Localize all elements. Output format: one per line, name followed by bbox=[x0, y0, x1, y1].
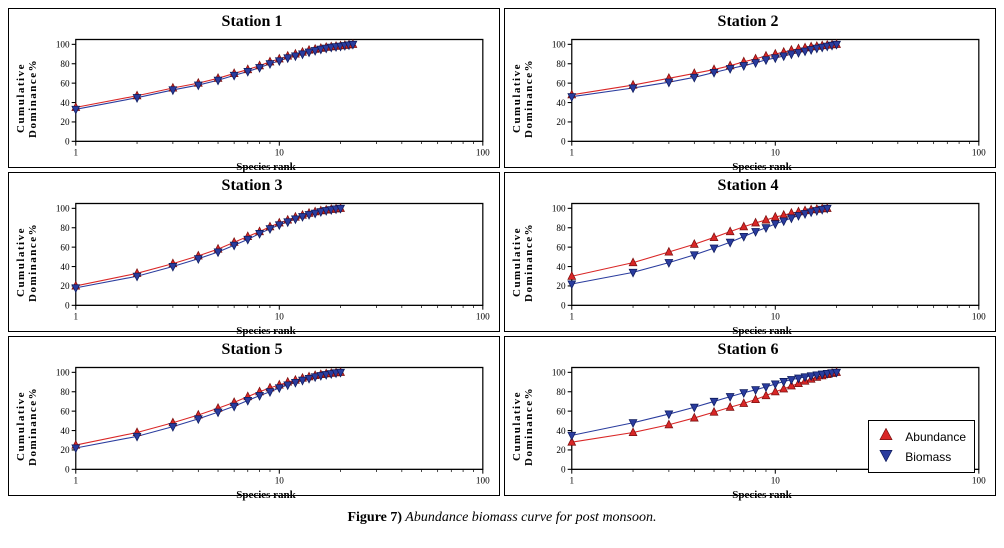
svg-text:60: 60 bbox=[60, 243, 69, 253]
plot-area: 020406080100110100 Species rank bbox=[41, 361, 491, 491]
svg-text:100: 100 bbox=[476, 476, 490, 486]
svg-text:80: 80 bbox=[556, 60, 565, 70]
svg-text:100: 100 bbox=[476, 312, 490, 322]
panel-title: Station 1 bbox=[13, 13, 491, 31]
svg-text:0: 0 bbox=[65, 301, 70, 311]
svg-text:20: 20 bbox=[60, 446, 69, 456]
plot-wrap: Cumulative Dominance% 0 20 40 60 80 100 1 10 100… bbox=[509, 197, 987, 327]
svg-text:60: 60 bbox=[556, 243, 565, 253]
plot-area: 020406080100110100 Species rank bbox=[537, 33, 987, 163]
chart-panel: Station 6 Cumulative Dominance% 0 20 40 60 8… bbox=[504, 336, 996, 496]
svg-text:100: 100 bbox=[552, 204, 566, 214]
svg-text:40: 40 bbox=[556, 99, 565, 109]
chart-grid: Station 1 Cumulative Dominance% 0 20 40 60 8… bbox=[8, 8, 996, 496]
svg-text:10: 10 bbox=[771, 148, 780, 158]
svg-text:0: 0 bbox=[561, 137, 566, 147]
x-axis-label: Species rank bbox=[41, 489, 491, 501]
plot-wrap: Cumulative Dominance% 0 20 40 60 80 100 1 10 100… bbox=[13, 361, 491, 491]
y-axis-label: Cumulative Dominance% bbox=[509, 361, 537, 491]
svg-text:80: 80 bbox=[60, 224, 69, 234]
svg-text:10: 10 bbox=[275, 312, 284, 322]
svg-text:10: 10 bbox=[771, 312, 780, 322]
legend-label: Biomass bbox=[905, 450, 951, 464]
y-axis-label: Cumulative Dominance% bbox=[509, 197, 537, 327]
svg-text:100: 100 bbox=[972, 476, 986, 486]
svg-text:1: 1 bbox=[73, 148, 78, 158]
svg-text:1: 1 bbox=[569, 476, 574, 486]
plot-area: 020406080100110100 Species rank bbox=[537, 197, 987, 327]
y-axis-label: Cumulative Dominance% bbox=[13, 197, 41, 327]
chart-panel: Station 5 Cumulative Dominance% 0 20 40 60 8… bbox=[8, 336, 500, 496]
x-axis-label: Species rank bbox=[537, 489, 987, 501]
svg-text:80: 80 bbox=[556, 388, 565, 398]
svg-text:1: 1 bbox=[569, 148, 574, 158]
legend: Abundance Biomass bbox=[868, 420, 975, 473]
svg-text:0: 0 bbox=[65, 137, 70, 147]
chart-panel: Station 4 Cumulative Dominance% 0 20 40 60 8… bbox=[504, 172, 996, 332]
svg-text:60: 60 bbox=[60, 79, 69, 89]
y-axis-label: Cumulative Dominance% bbox=[509, 33, 537, 163]
legend-swatch-icon bbox=[877, 448, 895, 465]
caption-text: Abundance biomass curve for post monsoon… bbox=[402, 510, 656, 525]
svg-text:40: 40 bbox=[60, 427, 69, 437]
svg-text:10: 10 bbox=[771, 476, 780, 486]
legend-item: Biomass bbox=[877, 448, 966, 465]
svg-text:40: 40 bbox=[556, 427, 565, 437]
svg-text:0: 0 bbox=[561, 465, 566, 475]
svg-text:100: 100 bbox=[972, 312, 986, 322]
legend-label: Abundance bbox=[905, 430, 966, 444]
svg-text:10: 10 bbox=[275, 148, 284, 158]
svg-text:1: 1 bbox=[73, 476, 78, 486]
svg-text:100: 100 bbox=[552, 368, 566, 378]
svg-text:100: 100 bbox=[476, 148, 490, 158]
panel-title: Station 5 bbox=[13, 341, 491, 359]
plot-wrap: Cumulative Dominance% 0 20 40 60 80 100 1 10 100… bbox=[13, 33, 491, 163]
legend-item: Abundance bbox=[877, 428, 966, 445]
svg-text:60: 60 bbox=[60, 407, 69, 417]
panel-title: Station 3 bbox=[13, 177, 491, 195]
svg-text:40: 40 bbox=[556, 263, 565, 273]
svg-text:1: 1 bbox=[569, 312, 574, 322]
svg-text:100: 100 bbox=[972, 148, 986, 158]
figure-caption: Figure 7) Abundance biomass curve for po… bbox=[8, 510, 996, 526]
y-axis-label: Cumulative Dominance% bbox=[13, 33, 41, 163]
svg-text:0: 0 bbox=[65, 465, 70, 475]
legend-swatch-icon bbox=[877, 428, 895, 445]
plot-area: 020406080100110100 Species rank bbox=[41, 33, 491, 163]
panel-title: Station 4 bbox=[509, 177, 987, 195]
panel-title: Station 2 bbox=[509, 13, 987, 31]
svg-text:10: 10 bbox=[275, 476, 284, 486]
svg-text:80: 80 bbox=[60, 60, 69, 70]
chart-panel: Station 2 Cumulative Dominance% 0 20 40 60 8… bbox=[504, 8, 996, 168]
svg-text:1: 1 bbox=[73, 312, 78, 322]
y-axis-label: Cumulative Dominance% bbox=[13, 361, 41, 491]
svg-text:60: 60 bbox=[556, 79, 565, 89]
plot-wrap: Cumulative Dominance% 0 20 40 60 80 100 1 10 100… bbox=[13, 197, 491, 327]
svg-text:40: 40 bbox=[60, 263, 69, 273]
svg-text:20: 20 bbox=[60, 118, 69, 128]
chart-panel: Station 1 Cumulative Dominance% 0 20 40 60 8… bbox=[8, 8, 500, 168]
caption-label: Figure 7) bbox=[347, 510, 402, 525]
svg-text:80: 80 bbox=[60, 388, 69, 398]
svg-text:100: 100 bbox=[56, 368, 70, 378]
svg-text:20: 20 bbox=[556, 118, 565, 128]
svg-text:0: 0 bbox=[561, 301, 566, 311]
svg-text:80: 80 bbox=[556, 224, 565, 234]
chart-panel: Station 3 Cumulative Dominance% 0 20 40 60 8… bbox=[8, 172, 500, 332]
svg-text:20: 20 bbox=[60, 282, 69, 292]
plot-area: 020406080100110100 Species rank bbox=[41, 197, 491, 327]
svg-text:100: 100 bbox=[56, 204, 70, 214]
svg-text:40: 40 bbox=[60, 99, 69, 109]
panel-title: Station 6 bbox=[509, 341, 987, 359]
svg-text:20: 20 bbox=[556, 282, 565, 292]
svg-text:20: 20 bbox=[556, 446, 565, 456]
plot-wrap: Cumulative Dominance% 0 20 40 60 80 100 1 10 100… bbox=[509, 33, 987, 163]
svg-text:60: 60 bbox=[556, 407, 565, 417]
svg-text:100: 100 bbox=[552, 40, 566, 50]
svg-text:100: 100 bbox=[56, 40, 70, 50]
